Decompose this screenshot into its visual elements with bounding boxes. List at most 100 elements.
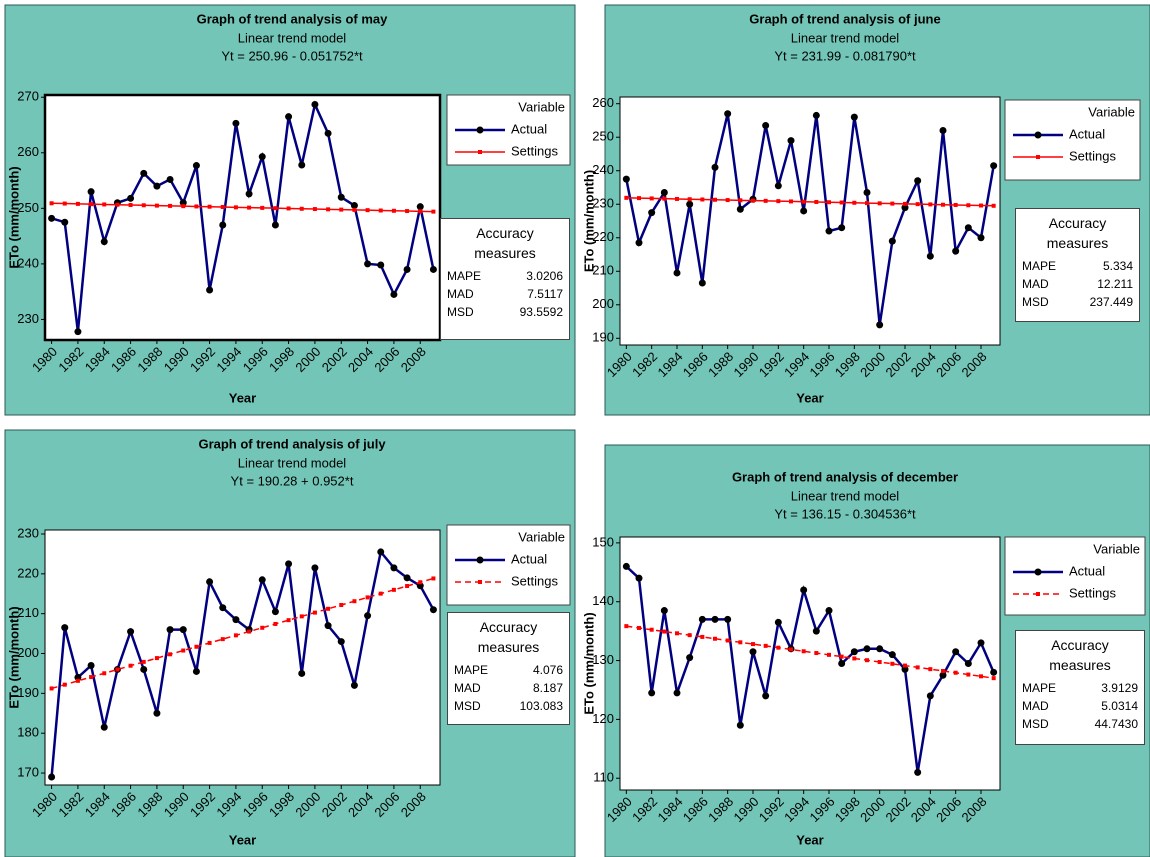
x-axis-label: Year bbox=[796, 832, 823, 847]
legend-label: Settings bbox=[1069, 148, 1116, 163]
data-point bbox=[736, 205, 744, 213]
data-point bbox=[713, 197, 717, 202]
data-point bbox=[87, 661, 95, 669]
data-point bbox=[326, 606, 331, 611]
data-point bbox=[979, 674, 983, 679]
data-point bbox=[876, 321, 884, 329]
data-point bbox=[431, 209, 436, 214]
data-point bbox=[166, 626, 174, 634]
data-point bbox=[979, 203, 983, 208]
chart-title: Graph of trend analysis of july bbox=[198, 436, 386, 451]
series-line bbox=[626, 625, 994, 679]
data-point bbox=[364, 612, 372, 620]
data-point bbox=[852, 200, 857, 205]
y-tick-label: 230 bbox=[592, 196, 614, 211]
data-point bbox=[206, 578, 214, 586]
data-point bbox=[62, 201, 67, 206]
data-point bbox=[258, 576, 266, 584]
data-point bbox=[624, 624, 629, 629]
data-point bbox=[219, 604, 227, 612]
data-point bbox=[378, 591, 383, 596]
data-point bbox=[637, 625, 641, 630]
accuracy-row: MSD 103.083 bbox=[452, 697, 565, 715]
series-line bbox=[51, 202, 434, 213]
data-point bbox=[926, 692, 934, 700]
y-tick-label: 210 bbox=[17, 605, 39, 620]
data-point bbox=[232, 119, 240, 127]
legend-title: Variable bbox=[1088, 104, 1135, 119]
data-point bbox=[298, 669, 306, 677]
data-point bbox=[311, 100, 319, 108]
data-point bbox=[977, 639, 985, 647]
data-point bbox=[141, 203, 146, 208]
accuracy-title: Accuracy measures bbox=[474, 225, 536, 261]
data-point bbox=[62, 682, 67, 687]
accuracy-row: MAD 7.5117 bbox=[445, 285, 565, 303]
legend-marker bbox=[476, 556, 484, 564]
y-tick-label: 220 bbox=[17, 565, 39, 580]
data-point bbox=[939, 127, 947, 135]
data-point bbox=[776, 645, 781, 650]
data-point bbox=[74, 328, 82, 336]
data-point bbox=[431, 576, 436, 581]
data-point bbox=[48, 214, 56, 222]
data-point bbox=[751, 198, 755, 203]
data-point bbox=[100, 238, 108, 246]
data-point bbox=[812, 627, 820, 635]
measure-name: MAPE bbox=[454, 663, 489, 677]
data-point bbox=[991, 676, 996, 681]
measure-name: MAPE bbox=[1022, 681, 1057, 695]
data-point bbox=[271, 221, 279, 229]
legend-marker bbox=[478, 150, 482, 154]
measure-name: MAD bbox=[454, 681, 481, 695]
chart-subtitle: Linear trend model bbox=[791, 488, 900, 503]
data-point bbox=[915, 665, 920, 670]
data-point bbox=[850, 648, 858, 656]
data-point bbox=[698, 615, 706, 623]
data-point bbox=[390, 564, 398, 572]
legend-marker bbox=[1034, 131, 1042, 139]
trend-equation: Yt = 136.15 - 0.304536*t bbox=[774, 506, 916, 521]
data-point bbox=[774, 618, 782, 626]
accuracy-row: MSD 93.5592 bbox=[445, 303, 565, 321]
plot-area bbox=[43, 93, 442, 342]
data-point bbox=[416, 203, 424, 211]
y-tick-label: 230 bbox=[17, 525, 39, 540]
data-point bbox=[312, 610, 317, 615]
data-point bbox=[928, 202, 933, 207]
legend-label: Settings bbox=[511, 573, 558, 588]
legend-marker bbox=[1036, 592, 1040, 596]
y-tick-label: 240 bbox=[592, 162, 614, 177]
series-line bbox=[50, 549, 435, 778]
data-point bbox=[337, 193, 345, 201]
data-point bbox=[273, 621, 278, 626]
legend-marker bbox=[476, 126, 484, 134]
data-point bbox=[324, 622, 332, 630]
plot-area bbox=[44, 529, 441, 786]
legend-label: Settings bbox=[511, 143, 558, 158]
data-point bbox=[964, 660, 972, 667]
data-point bbox=[89, 675, 94, 680]
accuracy-row: MAPE 3.9129 bbox=[1020, 679, 1140, 697]
data-point bbox=[273, 206, 278, 211]
data-point bbox=[115, 202, 120, 207]
data-point bbox=[247, 629, 252, 634]
measure-name: MAD bbox=[447, 287, 474, 301]
accuracy-row: MAD 8.187 bbox=[452, 679, 565, 697]
x-axis-label: Year bbox=[229, 832, 256, 847]
data-point bbox=[405, 209, 410, 214]
data-point bbox=[418, 580, 423, 585]
data-point bbox=[326, 207, 331, 212]
measure-name: MSD bbox=[447, 305, 474, 319]
data-point bbox=[890, 661, 895, 666]
data-point bbox=[914, 768, 922, 776]
data-point bbox=[48, 773, 56, 781]
data-point bbox=[233, 205, 238, 210]
y-tick-label: 210 bbox=[592, 263, 614, 278]
data-point bbox=[711, 163, 719, 171]
plot-area bbox=[619, 96, 1001, 346]
series-line bbox=[51, 577, 434, 690]
measure-name: MAD bbox=[1022, 277, 1049, 291]
